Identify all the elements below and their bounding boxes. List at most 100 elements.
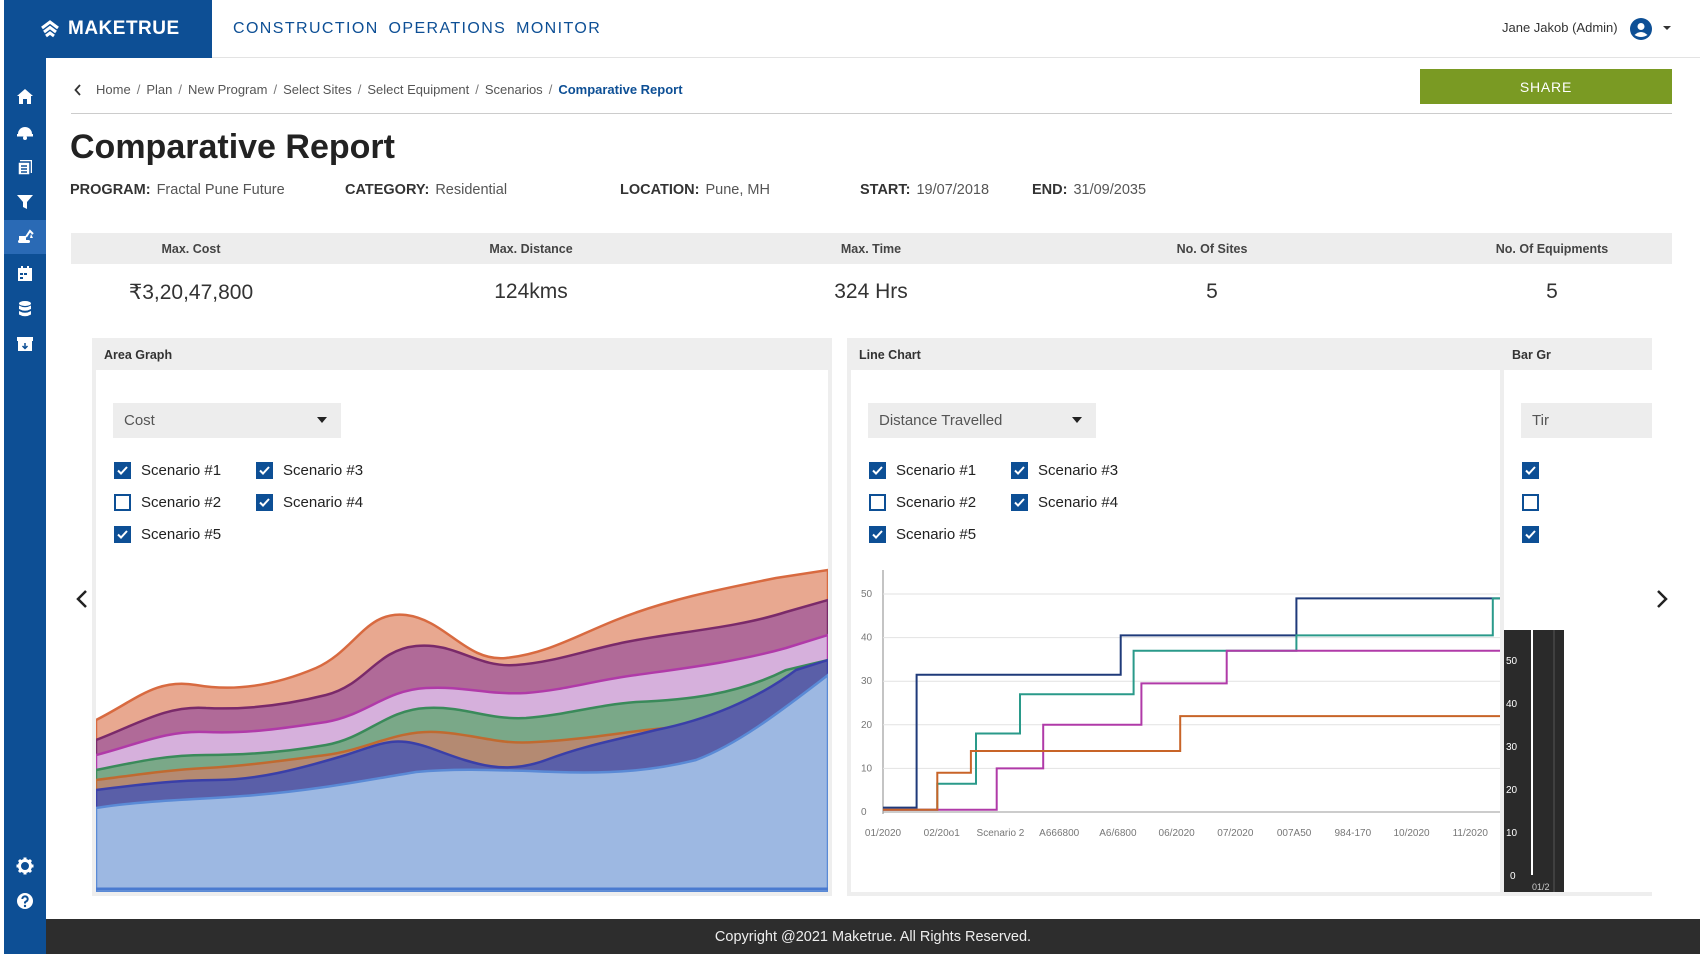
scenario-checkbox-2[interactable] — [1522, 494, 1549, 511]
sidebar — [4, 0, 46, 954]
select-value: Cost — [124, 412, 155, 429]
scenario-checkbox-3[interactable]: Scenario #3 — [256, 462, 363, 479]
area-graph-card: Area Graph Cost Scenario #1 Scenario #2 … — [92, 338, 832, 896]
check-icon — [256, 462, 273, 479]
line-chart-x-tick: 01/2020 — [865, 828, 902, 839]
chevron-right-icon — [1657, 590, 1668, 608]
line-chart-card: Line Chart Distance Travelled Scenario #… — [847, 338, 1587, 896]
breadcrumb-home[interactable]: Home — [96, 82, 131, 97]
caret-down-icon — [317, 417, 327, 423]
area-chart — [96, 568, 828, 892]
breadcrumb-scenarios[interactable]: Scenarios — [484, 82, 543, 97]
database-icon — [19, 301, 31, 317]
scenario-checkbox-5[interactable]: Scenario #5 — [869, 526, 976, 543]
summary-header-cost: Max. Cost — [161, 242, 221, 256]
bar-y-tick: 50 — [1506, 656, 1518, 667]
scenario-checkbox-1[interactable]: Scenario #1 — [869, 462, 976, 479]
sidebar-item-home[interactable] — [4, 84, 46, 110]
scenario-checkbox-4[interactable]: Scenario #4 — [256, 494, 363, 511]
sidebar-item-equipment[interactable] — [4, 220, 46, 254]
summary-header-equipments: No. Of Equipments — [1495, 242, 1609, 256]
line-series-3 — [883, 597, 1529, 811]
back-icon[interactable] — [74, 83, 82, 96]
scenario-checkbox-5[interactable]: Scenario #5 — [114, 526, 221, 543]
sidebar-item-documents[interactable] — [4, 154, 46, 180]
check-icon — [1522, 462, 1539, 479]
sidebar-item-schedule[interactable] — [4, 261, 46, 287]
check-icon — [869, 526, 886, 543]
breadcrumb-plan[interactable]: Plan — [146, 82, 173, 97]
scenario-checkbox-5[interactable] — [1522, 526, 1549, 543]
metric-select[interactable]: Cost — [113, 403, 341, 438]
summary-values: ₹3,20,47,800 124kms 324 Hrs 5 5 — [71, 280, 1672, 310]
sidebar-item-workers[interactable] — [4, 119, 46, 145]
sidebar-item-filter[interactable] — [4, 189, 46, 215]
summary-value-cost: ₹3,20,47,800 — [128, 281, 254, 304]
top-bar: CONSTRUCTION OPERATIONS MONITOR Jane Jak… — [212, 0, 1700, 58]
user-name[interactable]: Jane Jakob (Admin) — [1502, 20, 1618, 35]
summary-value-distance: 124kms — [494, 280, 568, 303]
sidebar-item-help[interactable] — [4, 888, 46, 914]
scenario-checkbox-1[interactable] — [1522, 462, 1549, 479]
card-body: Tir 50 40 30 20 10 0 01/2 — [1504, 370, 1652, 892]
unchecked-box-icon — [114, 494, 131, 511]
breadcrumb: Home / Plan / New Program / Select Sites / S… — [74, 82, 683, 97]
card-title: Line Chart — [859, 348, 921, 362]
share-button[interactable]: SHARE — [1420, 69, 1672, 104]
scenario-checkbox-2[interactable]: Scenario #2 — [869, 494, 976, 511]
sidebar-item-archive[interactable] — [4, 331, 46, 357]
page-title: Comparative Report — [70, 128, 395, 166]
scenario-checkbox-1[interactable]: Scenario #1 — [114, 462, 221, 479]
carousel-prev-button[interactable] — [70, 587, 94, 611]
scenario-checkbox-3[interactable]: Scenario #3 — [1011, 462, 1118, 479]
meta-start: START: 19/07/2018 — [860, 182, 990, 198]
line-chart-x-tick: 07/2020 — [1217, 828, 1254, 839]
line-chart-x-tick: 11/2020 — [1453, 828, 1489, 839]
summary-header-time: Max. Time — [840, 242, 902, 256]
carousel-next-button[interactable] — [1650, 587, 1674, 611]
brand-name: MAKETRUE — [68, 18, 180, 39]
sidebar-item-database[interactable] — [4, 296, 46, 322]
check-icon — [256, 494, 273, 511]
card-body: Cost Scenario #1 Scenario #2 Scenario #3… — [96, 370, 828, 892]
meta-category: CATEGORY: Residential — [345, 182, 508, 198]
check-icon — [869, 462, 886, 479]
brand-logo[interactable]: MAKETRUE — [4, 0, 212, 58]
divider — [71, 113, 1672, 114]
metric-select[interactable]: Distance Travelled — [868, 403, 1096, 438]
line-chart-y-tick: 0 — [861, 807, 867, 818]
line-chart-y-tick: 20 — [861, 720, 873, 731]
summary-value-sites: 5 — [1206, 280, 1218, 303]
app-title: CONSTRUCTION OPERATIONS MONITOR — [233, 20, 602, 37]
user-avatar-icon[interactable] — [1630, 18, 1652, 40]
line-chart-x-tick: 02/20‌o1 — [924, 828, 961, 839]
line-chart-y-tick: 30 — [861, 676, 873, 687]
help-icon — [17, 893, 33, 909]
chevron-down-icon[interactable] — [1662, 25, 1672, 32]
card-body: Distance Travelled Scenario #1 Scenario … — [851, 370, 1583, 892]
excavator-icon — [18, 229, 34, 243]
bar-graph-card: Bar Gr Tir 50 40 30 20 10 0 — [1500, 338, 1652, 896]
bar-y-tick: 20 — [1506, 785, 1518, 796]
breadcrumb-select-equipment[interactable]: Select Equipment — [367, 82, 470, 97]
bar-x-tick: 01/2 — [1532, 882, 1550, 892]
breadcrumb-new-program[interactable]: New Program — [187, 82, 268, 97]
select-value: Distance Travelled — [879, 412, 1003, 429]
scenario-checkbox-2[interactable]: Scenario #2 — [114, 494, 221, 511]
check-icon — [1011, 494, 1028, 511]
filter-icon — [17, 195, 33, 209]
helmet-icon — [17, 127, 33, 140]
line-chart-x-tick: 007A50 — [1277, 828, 1312, 839]
bar-y-tick: 40 — [1506, 699, 1518, 710]
check-icon — [114, 526, 131, 543]
summary-value-equipments: 5 — [1546, 280, 1558, 303]
metric-select[interactable]: Tir — [1521, 403, 1652, 438]
sidebar-item-settings[interactable] — [4, 853, 46, 879]
summary-header: Max. Cost Max. Distance Max. Time No. Of… — [71, 233, 1672, 264]
check-icon — [114, 462, 131, 479]
card-title: Bar Gr — [1512, 348, 1551, 362]
scenario-checkbox-4[interactable]: Scenario #4 — [1011, 494, 1118, 511]
line-series-1 — [883, 597, 1509, 809]
breadcrumb-select-sites[interactable]: Select Sites — [283, 82, 352, 97]
bar-graph-card-clip: Bar Gr Tir 50 40 30 20 10 0 — [1500, 338, 1652, 896]
